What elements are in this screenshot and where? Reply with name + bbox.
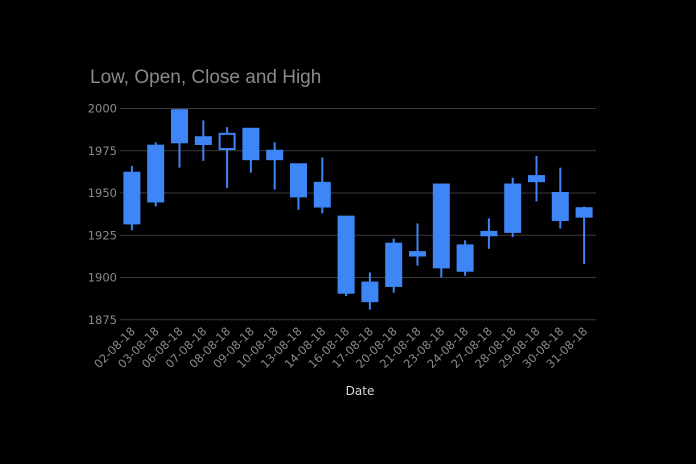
- candle-body: [504, 183, 522, 233]
- y-tick-label: 1950: [88, 186, 117, 200]
- candle-body: [361, 281, 379, 303]
- candle: [313, 157, 331, 214]
- candle: [409, 223, 426, 266]
- candle-body: [528, 175, 545, 183]
- candle: [361, 272, 379, 310]
- candle-body: [290, 163, 307, 198]
- candle-body: [432, 183, 450, 269]
- x-axis-ticks: 02-08-1803-08-1806-08-1807-08-1808-08-18…: [91, 324, 590, 371]
- candle: [218, 127, 236, 188]
- candle-body: [337, 215, 355, 294]
- candle-body: [147, 144, 165, 203]
- candle: [171, 109, 188, 168]
- candle: [337, 215, 355, 297]
- gridlines: [120, 108, 596, 321]
- candle: [266, 142, 284, 190]
- candle: [242, 127, 260, 173]
- y-tick-label: 1975: [88, 144, 117, 158]
- y-tick-label: 1925: [88, 228, 117, 242]
- y-tick-label: 1900: [88, 271, 117, 285]
- candle: [123, 165, 141, 231]
- candle: [432, 183, 450, 278]
- candle: [456, 240, 474, 276]
- chart-title: Low, Open, Close and High: [90, 67, 321, 88]
- candle-body: [385, 242, 403, 287]
- candle: [290, 163, 307, 210]
- candle-body: [123, 171, 141, 225]
- candle-body: [456, 244, 474, 272]
- candle-body: [171, 109, 188, 144]
- candle: [480, 218, 498, 249]
- candle: [575, 206, 593, 264]
- candle-body: [480, 230, 498, 237]
- y-tick-label: 2000: [88, 102, 117, 116]
- candle: [528, 155, 545, 202]
- candle: [551, 167, 569, 229]
- candle-body: [194, 136, 212, 145]
- candle: [147, 142, 165, 207]
- x-axis-label: Date: [346, 384, 375, 398]
- candle: [194, 120, 212, 161]
- candle-body: [218, 132, 236, 151]
- candle: [385, 238, 403, 293]
- y-tick-label: 1875: [88, 313, 117, 327]
- candle-body: [551, 192, 569, 222]
- candle: [504, 177, 522, 237]
- candle-body: [266, 149, 284, 161]
- candle-body: [313, 181, 331, 208]
- candle-body: [409, 251, 426, 257]
- candle-body: [242, 127, 260, 161]
- candle-body: [575, 207, 593, 218]
- y-axis-ticks: 2000 1975 1950 1925 1900 1875: [88, 102, 117, 327]
- candles: [123, 109, 593, 310]
